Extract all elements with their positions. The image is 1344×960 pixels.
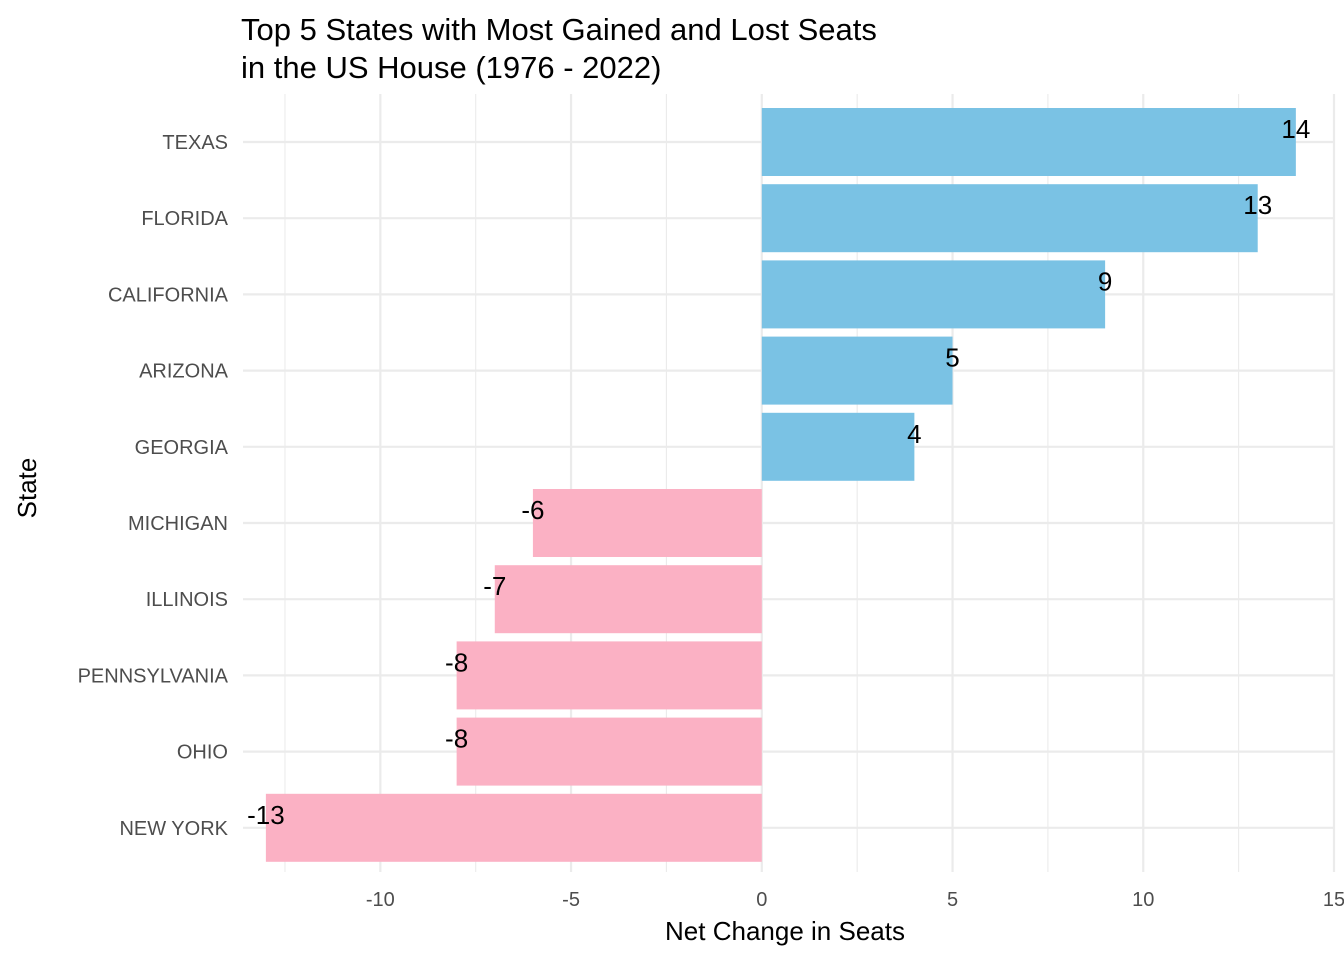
data-labels: 14 13 9 5 4 -6 -7 -8 -8 -13 <box>247 114 1310 830</box>
x-tick-label: -10 <box>366 889 395 911</box>
x-tick-label: 5 <box>947 889 958 911</box>
data-label: -7 <box>483 571 506 601</box>
data-label: 9 <box>1098 266 1112 296</box>
data-label: 5 <box>945 343 959 373</box>
y-tick-label: NEW YORK <box>119 818 228 840</box>
bar-illinois <box>494 565 762 634</box>
bar-arizona <box>761 336 953 405</box>
x-tick-label: 15 <box>1323 889 1344 911</box>
y-tick-label: FLORIDA <box>141 208 228 230</box>
bar-michigan <box>532 489 762 557</box>
y-axis-ticks: TEXAS FLORIDA CALIFORNIA ARIZONA GEORGIA MICH… <box>78 132 229 840</box>
bar-new-york <box>265 793 762 862</box>
bars <box>265 108 1296 862</box>
x-tick-label: 10 <box>1132 889 1154 911</box>
data-label: 13 <box>1243 190 1272 220</box>
bar-california <box>761 260 1106 329</box>
data-label: -6 <box>521 495 544 525</box>
x-axis-title: Net Change in Seats <box>665 916 905 946</box>
bar-texas <box>761 108 1296 176</box>
data-label: 4 <box>907 419 921 449</box>
y-tick-label: CALIFORNIA <box>108 284 229 306</box>
y-tick-label: OHIO <box>177 742 228 764</box>
y-tick-label: MICHIGAN <box>128 513 228 535</box>
data-label: -13 <box>247 800 285 830</box>
data-label: -8 <box>445 724 468 754</box>
bar-pennsylvania <box>456 641 762 710</box>
y-tick-label: PENNSYLVANIA <box>78 665 229 687</box>
x-axis-ticks: -10 -5 0 5 10 15 <box>366 889 1344 911</box>
bar-ohio <box>456 717 762 786</box>
y-tick-label: ARIZONA <box>139 361 229 383</box>
chart-title: Top 5 States with Most Gained and Lost S… <box>241 12 877 47</box>
bar-florida <box>761 184 1258 253</box>
data-label: -8 <box>445 647 468 677</box>
y-tick-label: ILLINOIS <box>146 589 228 611</box>
bar-georgia <box>761 412 915 481</box>
chart-subtitle: in the US House (1976 - 2022) <box>241 50 661 85</box>
x-tick-label: -5 <box>562 889 580 911</box>
data-label: 14 <box>1281 114 1310 144</box>
y-tick-label: TEXAS <box>162 132 228 154</box>
y-tick-label: GEORGIA <box>135 437 229 459</box>
x-tick-label: 0 <box>756 889 767 911</box>
y-axis-title: State <box>12 458 42 519</box>
